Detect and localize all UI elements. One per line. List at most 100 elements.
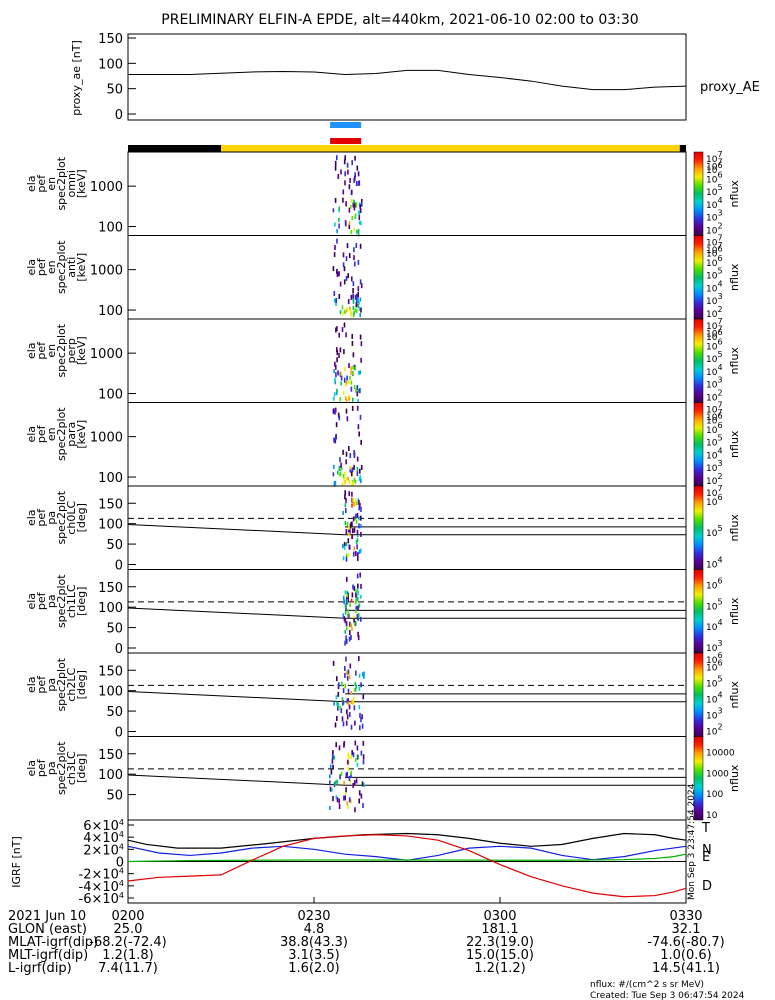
spectrogram-pixel xyxy=(345,553,348,558)
spectrogram-pixel xyxy=(362,694,365,700)
spectrogram-pixel xyxy=(352,516,355,522)
spectrogram-pixel xyxy=(359,502,361,508)
colorbar-ch2LC xyxy=(693,652,704,737)
igrf-ylabel: IGRF [nT] xyxy=(10,836,23,888)
spectrogram-pixel xyxy=(345,221,347,227)
spectrogram-pixel xyxy=(360,682,362,688)
spectrogram-pixel xyxy=(356,588,359,593)
spectrogram-pixel xyxy=(345,332,347,338)
spectrogram-pixel xyxy=(339,371,342,377)
spectrogram-pixel xyxy=(348,775,351,781)
status-segment xyxy=(679,145,686,152)
spectrogram-pixel xyxy=(341,716,344,722)
spectrogram-pixel xyxy=(347,701,350,706)
colorbar-tick-label: 10000 xyxy=(706,748,735,758)
spectrogram-pixel xyxy=(351,750,353,756)
spectrogram-pixel xyxy=(359,370,361,375)
spectrogram-pixel xyxy=(356,538,359,543)
spectrogram-pixel xyxy=(338,217,340,222)
spectrogram-pixel xyxy=(332,408,335,414)
spectrogram-pixel xyxy=(336,701,338,706)
spectrogram-pixel xyxy=(346,522,349,527)
spectrogram-pixel xyxy=(339,457,341,463)
spectrogram-pixel xyxy=(358,220,361,225)
spectrogram-pixel xyxy=(344,521,347,525)
colorbar-tick-label: 104 xyxy=(706,618,723,633)
spectrogram-pixel xyxy=(352,584,354,590)
spectrogram-pixel xyxy=(347,688,350,694)
spectrogram-pixel xyxy=(356,391,359,397)
colorbar-label: nflux xyxy=(728,681,741,709)
spectrogram-pixel xyxy=(360,341,363,347)
colorbar-tick-label: 105 xyxy=(706,524,723,539)
ephem-value: 0200 xyxy=(111,909,144,924)
spectrogram-pixel xyxy=(345,459,347,465)
spectrogram-pixel xyxy=(337,412,340,418)
proxy-ae-tick-label: 50 xyxy=(106,83,123,98)
spectrogram-pixel xyxy=(338,353,340,358)
spectrogram-pixel xyxy=(341,327,344,333)
spectrogram-pixel xyxy=(344,180,346,186)
spectrogram-pixel xyxy=(329,806,331,810)
spectrogram-pixel xyxy=(351,160,353,166)
spectrogram-pixel xyxy=(359,334,362,340)
spectrogram-pixel xyxy=(360,594,362,599)
spectrogram-pixel xyxy=(355,778,358,784)
ephem-value: 22.3(19.0) xyxy=(466,935,534,950)
spectrogram-pixel xyxy=(348,446,350,451)
y-tick-label: 100 xyxy=(98,471,123,486)
spectrogram-pixel xyxy=(354,261,356,267)
igrf-tick-label: -4×104 xyxy=(79,879,125,895)
y-tick-label: 50 xyxy=(106,705,123,720)
spectrogram-pixel xyxy=(345,508,347,514)
colorbar-label: nflux xyxy=(728,764,741,792)
spectrogram-pixel xyxy=(360,583,362,589)
colorbar-tick-label: 104 xyxy=(706,556,723,571)
spectrogram-pixel xyxy=(332,208,335,213)
spectrogram-pixel xyxy=(343,780,345,785)
spectrogram-pixel xyxy=(352,297,354,302)
spectrogram-pixel xyxy=(358,523,360,529)
igrf-legend-N: N xyxy=(702,843,712,858)
spectrogram-pixel xyxy=(347,538,350,544)
spectrogram-pixel xyxy=(337,705,339,711)
spectrogram-pixel xyxy=(357,583,359,589)
panel-ylabel: omni xyxy=(65,170,78,197)
spectrogram-pixel xyxy=(353,227,355,232)
spectrogram-pixel xyxy=(350,311,352,316)
spectrogram-pixel xyxy=(345,497,347,503)
spectrogram-pixel xyxy=(342,688,345,694)
spectrogram-pixel xyxy=(352,397,354,402)
spectrogram-pixel xyxy=(359,549,361,554)
spectrogram-pixel xyxy=(329,774,331,779)
spectrogram-pixel xyxy=(347,596,349,602)
spectrogram-pixel xyxy=(356,229,358,234)
spectrogram-pixel xyxy=(340,771,343,776)
spectrogram-pixel xyxy=(329,780,331,786)
spectrogram-pixel xyxy=(349,309,352,313)
colorbar-label: nflux xyxy=(728,597,741,625)
spectrogram-pixel xyxy=(357,286,360,292)
spectrogram-pixel xyxy=(349,712,351,717)
panel-ylabel: pa xyxy=(45,761,58,775)
spectrogram-pixel xyxy=(348,532,350,537)
spectrogram-pixel xyxy=(360,515,362,521)
panel-ylabel: spec2plot xyxy=(55,490,68,544)
spectrogram-pixel xyxy=(358,388,360,393)
spectrogram-pixel xyxy=(358,215,361,220)
igrf-legend-E: E xyxy=(702,850,710,865)
ephem-value: 1.2(1.8) xyxy=(102,948,154,963)
spectrogram-pixel xyxy=(361,723,364,729)
spectrogram-pixel xyxy=(347,476,349,481)
spectrogram-pixel xyxy=(351,491,353,497)
spectrogram-pixel xyxy=(352,371,354,376)
spectrogram-pixel xyxy=(348,480,351,485)
spectrogram-pixel xyxy=(338,415,341,421)
spectrogram-pixel xyxy=(358,306,361,311)
spectrogram-pixel xyxy=(349,453,352,459)
ephem-value: 1.0(0.6) xyxy=(660,948,712,963)
spectrogram-pixel xyxy=(360,507,362,512)
colorbar-perp xyxy=(693,318,704,403)
lc-line xyxy=(127,690,346,703)
